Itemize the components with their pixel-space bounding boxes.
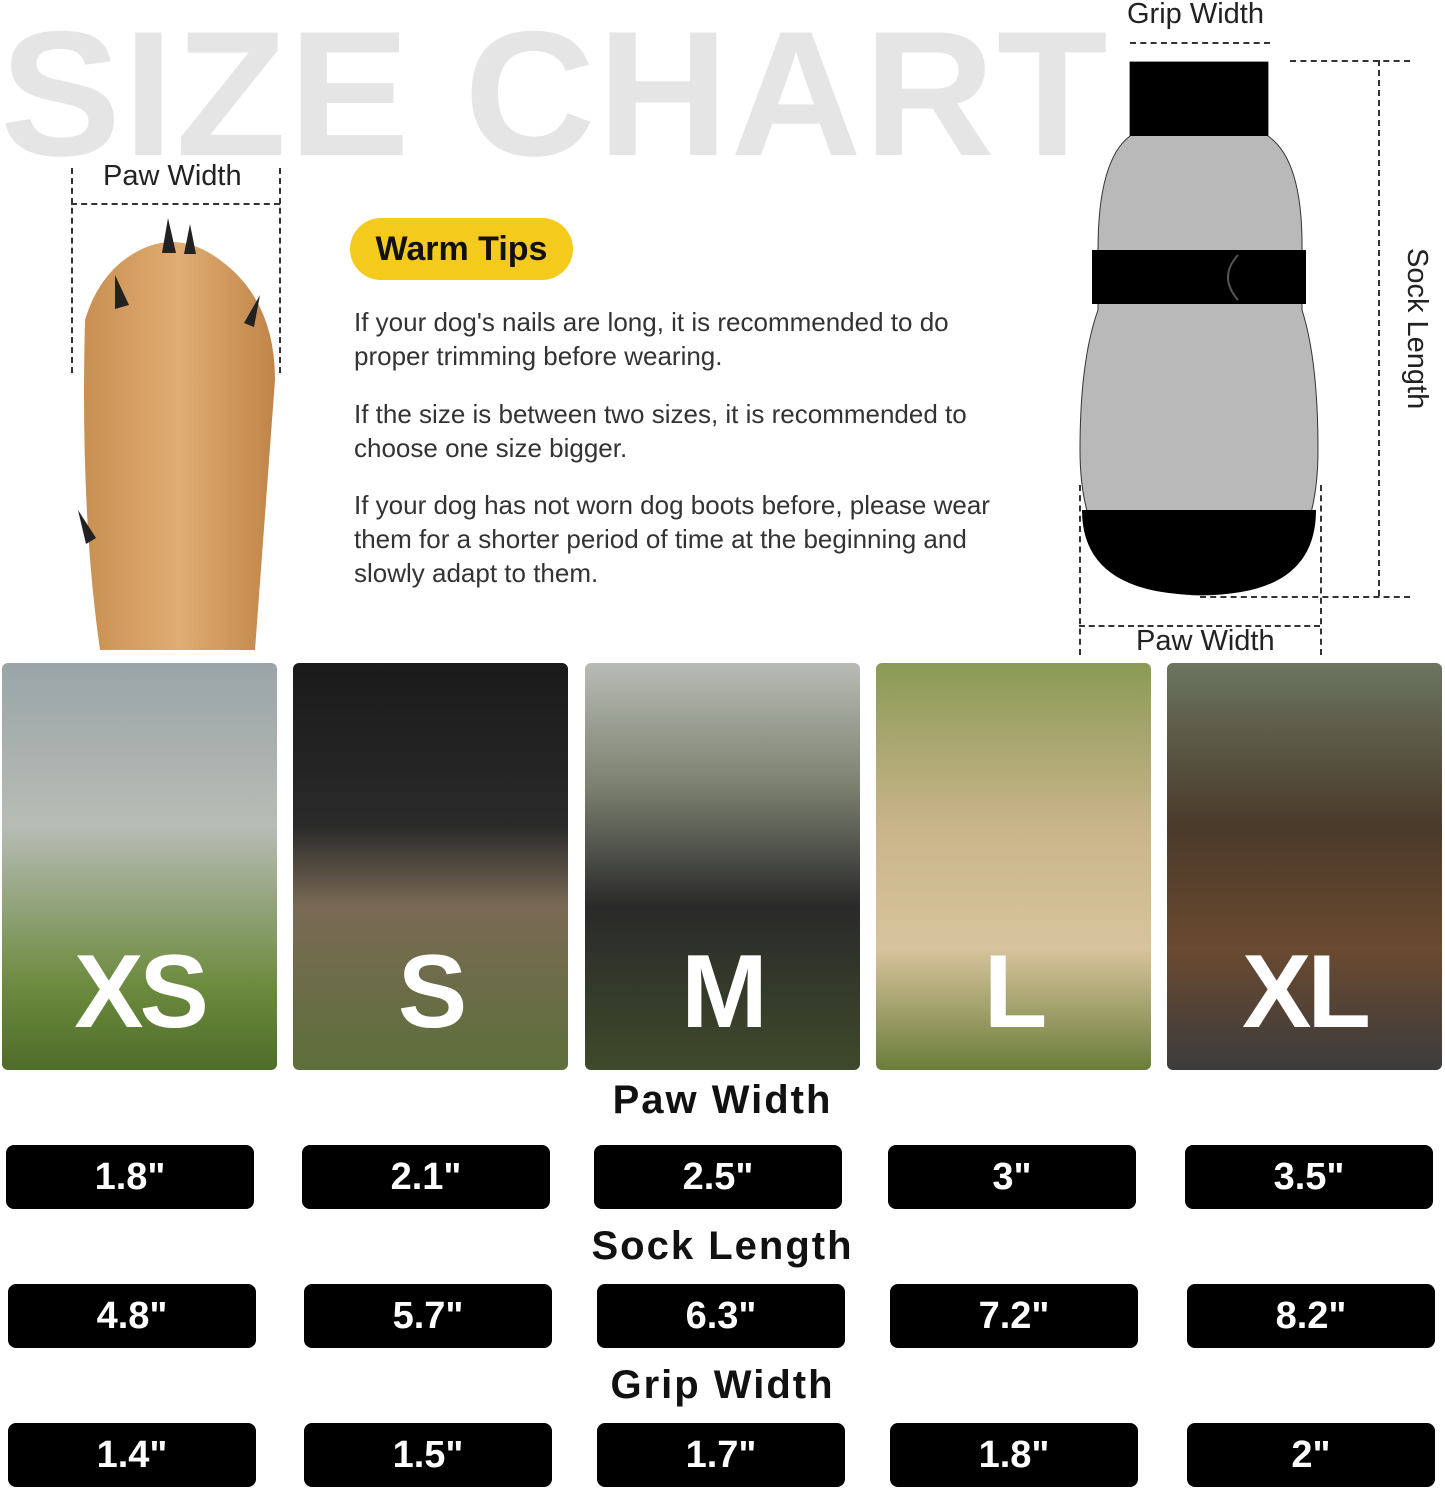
size-chart-title: SIZE CHART (0, 0, 1110, 193)
size-label: XL (1242, 934, 1371, 1050)
tip-text: If your dog's nails are long, it is reco… (354, 307, 949, 371)
paw-width-guide-right (279, 168, 281, 373)
grip-width-value: 1.7" (597, 1423, 845, 1487)
dog-panel-l: L (876, 663, 1151, 1070)
sock-length-value: 4.8" (8, 1284, 256, 1348)
grip-width-label: Grip Width (1127, 0, 1264, 30)
grip-width-value: 1.8" (890, 1423, 1138, 1487)
size-label: XS (74, 934, 209, 1050)
sock-length-heading: Sock Length (591, 1224, 854, 1268)
tip-text: If the size is between two sizes, it is … (354, 399, 967, 463)
sock-paw-width-label: Paw Width (1136, 625, 1275, 657)
paw-width-value: 1.8" (6, 1145, 254, 1209)
grip-width-value: 2" (1187, 1423, 1435, 1487)
sock-length-value: 8.2" (1187, 1284, 1435, 1348)
dog-panel-s: S (293, 663, 568, 1070)
size-label: M (681, 934, 768, 1050)
sock-length-guide-top (1290, 60, 1410, 62)
size-label: S (397, 934, 467, 1050)
sock-paw-width-line (1079, 625, 1320, 627)
paw-width-line (71, 203, 280, 205)
sock-length-value: 7.2" (890, 1284, 1138, 1348)
size-label: L (983, 934, 1048, 1050)
sock-length-label: Sock Length (1401, 248, 1433, 410)
dog-panel-m: M (585, 663, 860, 1070)
warm-tips-badge: Warm Tips (350, 218, 573, 280)
sock-diagram (1079, 61, 1319, 596)
grip-width-value: 1.5" (304, 1423, 552, 1487)
paw-width-value: 2.5" (594, 1145, 842, 1209)
sock-length-value: 6.3" (597, 1284, 845, 1348)
paw-width-heading: Paw Width (612, 1078, 833, 1122)
paw-width-guide-left (71, 168, 73, 373)
paw-width-label: Paw Width (103, 160, 242, 192)
dog-panel-xs: XS (2, 663, 277, 1070)
paw-width-value: 2.1" (302, 1145, 550, 1209)
sock-length-guide-bottom (1200, 596, 1410, 598)
grip-width-value: 1.4" (8, 1423, 256, 1487)
tip-text: If your dog has not worn dog boots befor… (354, 490, 990, 588)
paw-width-value: 3.5" (1185, 1145, 1433, 1209)
paw-guide-left (1079, 485, 1081, 655)
paw-width-value: 3" (888, 1145, 1136, 1209)
dog-panel-xl: XL (1167, 663, 1442, 1070)
sock-length-value: 5.7" (304, 1284, 552, 1348)
paw-guide-right (1320, 485, 1322, 655)
grip-width-line (1130, 42, 1270, 44)
sock-length-line (1378, 60, 1380, 596)
grip-width-heading: Grip Width (610, 1363, 835, 1407)
dog-paw-image (78, 218, 275, 650)
